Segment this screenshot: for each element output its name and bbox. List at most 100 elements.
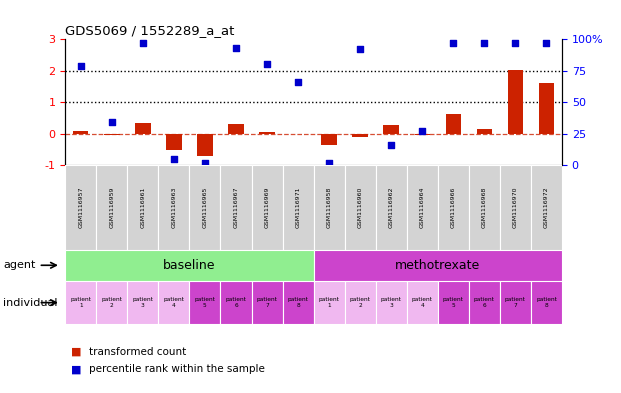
Point [324, 160, 334, 166]
Bar [469, 281, 500, 324]
Bar [469, 165, 500, 250]
Bar [260, 132, 274, 134]
Text: GDS5069 / 1552289_a_at: GDS5069 / 1552289_a_at [65, 24, 235, 37]
Text: GSM1116963: GSM1116963 [171, 187, 176, 228]
Text: GSM1116960: GSM1116960 [358, 187, 363, 228]
Text: ■: ■ [71, 347, 82, 357]
Text: patient
7: patient 7 [256, 297, 278, 308]
Bar [314, 165, 345, 250]
Text: GSM1116969: GSM1116969 [265, 187, 270, 228]
Bar [407, 281, 438, 324]
Bar [220, 281, 252, 324]
Text: patient
4: patient 4 [412, 297, 433, 308]
Bar [345, 165, 376, 250]
Bar [96, 281, 127, 324]
Bar [376, 281, 407, 324]
Bar [65, 250, 314, 281]
Text: GSM1116966: GSM1116966 [451, 187, 456, 228]
Point [138, 40, 148, 46]
Text: GSM1116961: GSM1116961 [140, 187, 145, 228]
Bar [314, 281, 345, 324]
Bar [384, 125, 399, 134]
Text: ■: ■ [71, 364, 82, 375]
Text: GSM1116962: GSM1116962 [389, 187, 394, 228]
Bar [353, 134, 368, 137]
Bar [477, 129, 492, 134]
Bar [65, 165, 96, 250]
Bar [197, 134, 212, 156]
Bar [500, 281, 531, 324]
Text: patient
7: patient 7 [505, 297, 526, 308]
Text: GSM1116972: GSM1116972 [544, 187, 549, 228]
Text: patient
5: patient 5 [443, 297, 464, 308]
Bar [65, 281, 96, 324]
Text: patient
8: patient 8 [288, 297, 309, 308]
Point [355, 46, 365, 53]
Text: GSM1116964: GSM1116964 [420, 187, 425, 228]
Text: patient
6: patient 6 [474, 297, 495, 308]
Point [510, 40, 520, 46]
Point [76, 62, 86, 69]
Text: patient
3: patient 3 [381, 297, 402, 308]
Point [293, 79, 303, 85]
Bar [322, 134, 337, 145]
Text: GSM1116968: GSM1116968 [482, 187, 487, 228]
Text: patient
8: patient 8 [536, 297, 557, 308]
Bar [220, 165, 252, 250]
Text: patient
2: patient 2 [350, 297, 371, 308]
Point [479, 40, 489, 46]
Point [200, 160, 210, 166]
Bar [283, 165, 314, 250]
Bar [104, 134, 120, 135]
Bar [96, 165, 127, 250]
Text: GSM1116959: GSM1116959 [109, 187, 114, 228]
Bar [252, 165, 283, 250]
Point [262, 61, 272, 68]
Text: transformed count: transformed count [89, 347, 186, 357]
Bar [407, 165, 438, 250]
Point [542, 40, 551, 46]
Text: patient
6: patient 6 [225, 297, 247, 308]
Text: patient
2: patient 2 [101, 297, 122, 308]
Text: GSM1116957: GSM1116957 [78, 187, 83, 228]
Bar [438, 165, 469, 250]
Bar [531, 281, 562, 324]
Text: baseline: baseline [163, 259, 215, 272]
Text: patient
4: patient 4 [163, 297, 184, 308]
Text: patient
1: patient 1 [319, 297, 340, 308]
Bar [252, 281, 283, 324]
Point [231, 45, 241, 51]
Bar [135, 123, 150, 134]
Bar [314, 250, 562, 281]
Bar [189, 165, 220, 250]
Bar [189, 281, 220, 324]
Bar [283, 281, 314, 324]
Bar [446, 114, 461, 134]
Text: patient
3: patient 3 [132, 297, 153, 308]
Text: GSM1116965: GSM1116965 [202, 187, 207, 228]
Bar [438, 281, 469, 324]
Bar [345, 281, 376, 324]
Bar [415, 134, 430, 135]
Bar [158, 165, 189, 250]
Bar [538, 83, 554, 134]
Bar [508, 70, 523, 134]
Text: individual: individual [3, 298, 58, 308]
Text: patient
1: patient 1 [70, 297, 91, 308]
Bar [376, 165, 407, 250]
Text: percentile rank within the sample: percentile rank within the sample [89, 364, 265, 375]
Text: patient
5: patient 5 [194, 297, 215, 308]
Text: methotrexate: methotrexate [395, 259, 481, 272]
Bar [229, 124, 244, 134]
Point [386, 142, 396, 148]
Text: GSM1116958: GSM1116958 [327, 187, 332, 228]
Text: GSM1116970: GSM1116970 [513, 187, 518, 228]
Bar [158, 281, 189, 324]
Point [448, 40, 458, 46]
Bar [127, 281, 158, 324]
Bar [73, 131, 89, 134]
Bar [531, 165, 562, 250]
Text: GSM1116967: GSM1116967 [233, 187, 238, 228]
Point [107, 119, 117, 125]
Bar [500, 165, 531, 250]
